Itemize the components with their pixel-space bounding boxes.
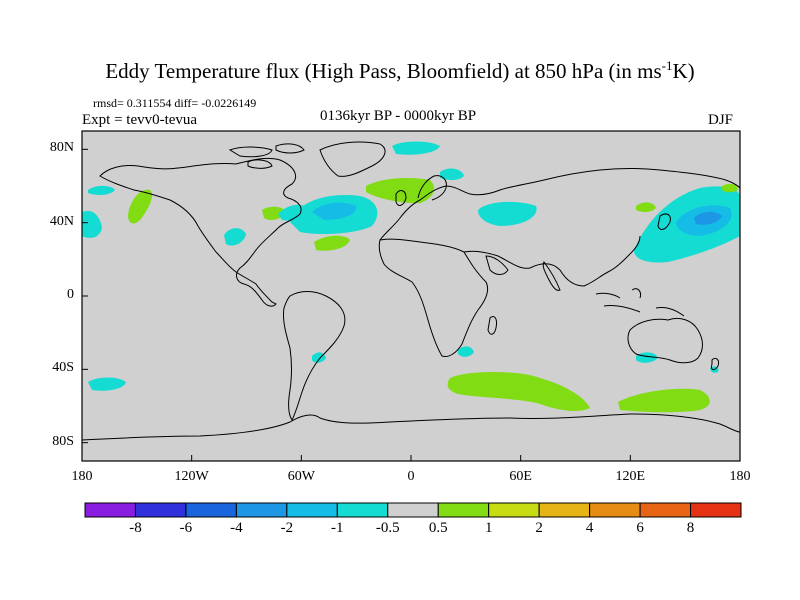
y-tick-label: 80S: [52, 433, 74, 449]
colorbar: [84, 502, 742, 518]
colorbar-swatch: [387, 502, 439, 518]
coast-antarctica: [82, 413, 740, 441]
coast-australia: [627, 317, 703, 364]
colorbar-swatch: [235, 502, 288, 518]
y-tick-label: 80N: [49, 140, 74, 156]
anomaly-cyan-australia: [636, 352, 658, 363]
coast-south-america: [283, 291, 346, 421]
anomaly-cyan-central-asia: [478, 201, 537, 226]
anomaly-cyan-s-africa: [458, 346, 474, 357]
colorbar-label: 1: [484, 520, 493, 536]
x-tick-label: 180: [71, 469, 93, 484]
colorbar-swatch: [336, 502, 389, 518]
experiment-label: Expt = tevv0-tevua: [82, 112, 198, 128]
coastlines: [82, 141, 740, 441]
title-main: Eddy Temperature flux (High Pass, Bloomf…: [105, 59, 662, 83]
coast-asia-south: [463, 235, 641, 287]
colorbar-swatch: [639, 502, 692, 518]
anomaly-green-south-atlantic: [447, 372, 590, 411]
colorbar-swatch: [488, 502, 540, 518]
season-label: DJF: [708, 112, 734, 128]
colorbar-label: -1: [331, 520, 344, 536]
anomaly-green-japan-sea: [636, 202, 656, 212]
anomaly-cyan-alaska: [88, 185, 115, 195]
colorbar-swatch: [437, 502, 490, 518]
colorbar-swatch: [134, 502, 187, 518]
x-tick-label: 120W: [174, 469, 209, 484]
colorbar-label: 0.5: [428, 520, 448, 536]
colorbar-label: 4: [585, 520, 594, 536]
title-end: K): [672, 59, 695, 83]
coast-arctic-islands: [228, 143, 305, 169]
x-tick-label: 60W: [287, 469, 315, 484]
anomaly-cyan-us-south: [224, 228, 246, 246]
colorbar-swatch: [589, 502, 641, 518]
anomaly-cyan-south-pacific: [88, 377, 126, 391]
coast-greenland: [319, 141, 386, 177]
anomaly-cyan-arctic: [392, 141, 440, 155]
title-superscript: -1: [661, 58, 673, 73]
colorbar-label: 2: [535, 520, 543, 536]
y-tick-label: 40N: [49, 213, 74, 229]
colorbar-swatch: [690, 502, 742, 518]
coast-se-asia-islands: [595, 288, 685, 317]
colorbar-swatch: [538, 502, 591, 518]
y-tick-label: 40S: [52, 360, 74, 376]
anomaly-cyan-arctic-east: [440, 168, 464, 180]
coast-scandinavia: [417, 175, 447, 201]
colorbar-label: 8: [686, 520, 695, 536]
colorbar-label: -4: [230, 520, 243, 536]
anomaly-deep-blue-nw-pacific: [694, 211, 722, 225]
coast-madagascar: [487, 315, 497, 335]
colorbar-label: -2: [280, 520, 294, 536]
axis-ticks: [81, 148, 741, 461]
x-tick-label: 180: [729, 469, 751, 484]
anomaly-patches: [82, 141, 740, 413]
x-tick-label: 0: [407, 469, 415, 484]
colorbar-swatch: [286, 502, 338, 518]
anomaly-blue-north-atlantic: [312, 202, 357, 220]
stats-line: rmsd= 0.311554 diff= -0.0226149: [93, 96, 257, 110]
anomaly-green-atlantic-mid: [314, 235, 350, 251]
chart-title: Eddy Temperature flux (High Pass, Bloomf…: [0, 58, 800, 84]
anomaly-green-nw-pacific-east: [722, 183, 738, 193]
colorbar-swatch: [84, 502, 136, 518]
coast-india: [542, 261, 561, 291]
period-label: 0136kyr BP - 0000kyr BP: [320, 108, 477, 124]
anomaly-cyan-pacific-w: [82, 210, 102, 238]
anomaly-green-south-indian: [618, 388, 710, 413]
coast-uk: [395, 190, 407, 206]
coast-arabia: [485, 255, 509, 275]
colorbar-swatch: [185, 502, 237, 518]
anomaly-green-pacific-ne: [128, 189, 153, 224]
x-tick-label: 120E: [615, 469, 646, 484]
y-tick-label: 0: [67, 287, 74, 302]
x-tick-label: 60E: [509, 469, 532, 484]
coast-europe: [379, 168, 740, 241]
coast-new-zealand: [711, 357, 719, 371]
coast-africa: [378, 238, 489, 357]
colorbar-label: -8: [129, 520, 142, 536]
coast-japan: [657, 213, 671, 230]
colorbar-label: 6: [636, 520, 644, 536]
colorbar-label: -0.5: [375, 520, 400, 536]
colorbar-label: -6: [179, 520, 193, 536]
